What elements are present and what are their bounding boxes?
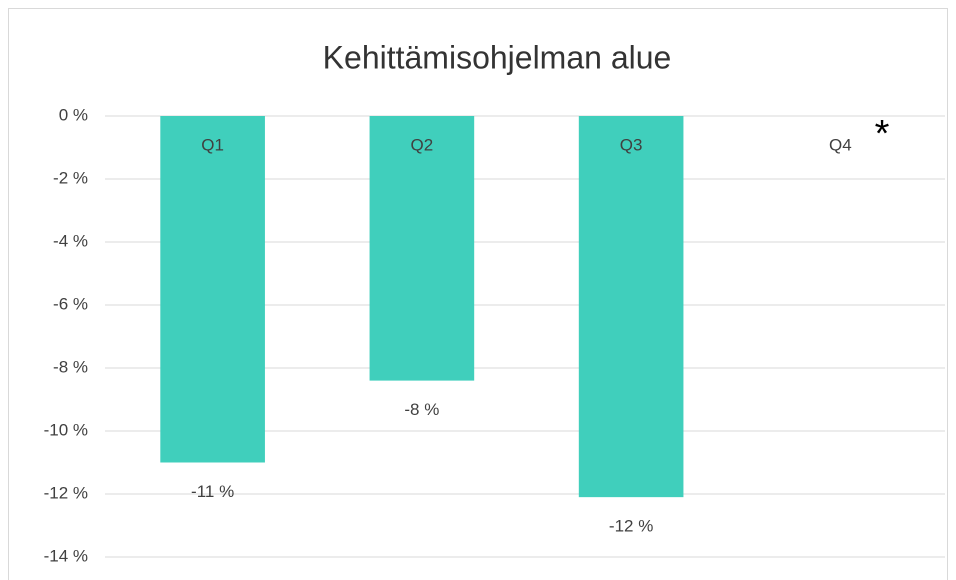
- bar: [369, 116, 475, 381]
- value-label: -11 %: [191, 482, 234, 501]
- y-tick-label: 0 %: [59, 105, 88, 124]
- bar: [578, 116, 684, 498]
- value-label: -8 %: [404, 400, 439, 419]
- y-tick-label: -14 %: [44, 546, 88, 565]
- y-tick-label: -12 %: [44, 483, 88, 502]
- category-label: Q4: [829, 135, 852, 154]
- y-tick-label: -6 %: [53, 294, 88, 313]
- category-label: Q3: [620, 135, 643, 154]
- value-label: -12 %: [609, 517, 653, 536]
- annotation: *: [875, 113, 890, 155]
- category-label: Q2: [411, 135, 434, 154]
- category-label: Q1: [201, 135, 224, 154]
- y-tick-label: -2 %: [53, 168, 88, 187]
- chart-title: Kehittämisohjelman alue: [323, 39, 672, 75]
- y-tick-label: -4 %: [53, 231, 88, 250]
- bar: [160, 116, 265, 463]
- y-tick-label: -8 %: [53, 357, 88, 376]
- y-tick-label: -10 %: [44, 420, 88, 439]
